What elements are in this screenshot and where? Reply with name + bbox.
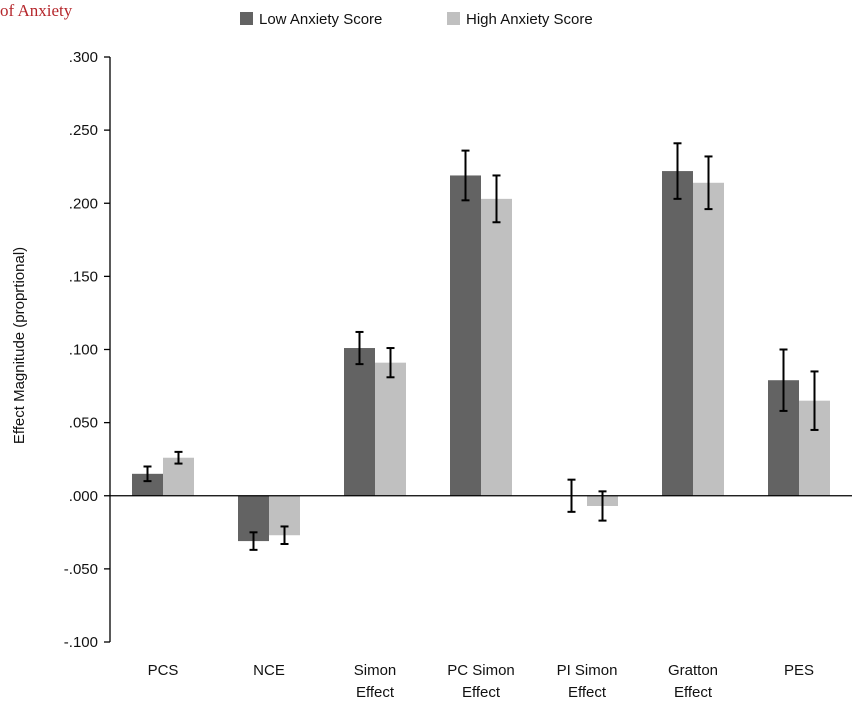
y-tick-label: .150 [69, 268, 98, 285]
y-axis-title: Effect Magnitude (proprtional) [11, 247, 28, 444]
y-tick-label: .050 [69, 415, 98, 432]
x-tick-label: Effect [674, 684, 713, 701]
bar-low-anxiety [344, 348, 375, 496]
y-tick-label: -.100 [64, 634, 98, 651]
legend-swatch-high-anxiety [447, 12, 460, 25]
bar-low-anxiety [662, 171, 693, 496]
x-axis: PCS NCE Simon Effect PC Simon Effect PI Simon E… [110, 495, 852, 701]
legend: Low Anxiety Score High Anxiety Score [240, 11, 593, 28]
y-tick-label: .000 [69, 488, 98, 505]
legend-swatch-low-anxiety [240, 12, 253, 25]
legend-label: Low Anxiety Score [259, 11, 382, 28]
x-tick-label: Effect [462, 684, 501, 701]
bar-high-anxiety [693, 182, 724, 496]
y-tick-label: .200 [69, 195, 98, 212]
y-tick-label: .100 [69, 342, 98, 359]
x-tick-label: Effect [568, 684, 607, 701]
x-tick-label: PCS [148, 662, 179, 679]
bar-low-anxiety [132, 473, 163, 496]
bar-high-anxiety [481, 198, 512, 496]
y-tick-label: -.050 [64, 561, 98, 578]
x-tick-label: Gratton [668, 662, 718, 679]
x-tick-label: PES [784, 662, 814, 679]
x-tick-label: PI Simon [557, 662, 618, 679]
y-tick-label: .250 [69, 122, 98, 139]
cut-off-title-fragment: of Anxiety [0, 1, 73, 20]
x-tick-label: PC Simon [447, 662, 515, 679]
bar-low-anxiety [450, 175, 481, 496]
x-tick-label: NCE [253, 662, 285, 679]
x-tick-label: Simon [354, 662, 397, 679]
error-bars [143, 142, 819, 551]
legend-label: High Anxiety Score [466, 11, 593, 28]
bar-high-anxiety [375, 362, 406, 496]
bars [132, 171, 830, 542]
y-tick-label: .300 [69, 49, 98, 66]
y-axis: .300 .250 .200 .150 .100 .050 .000 -.050 -.100 Ef… [11, 49, 111, 651]
x-tick-label: Effect [356, 684, 395, 701]
